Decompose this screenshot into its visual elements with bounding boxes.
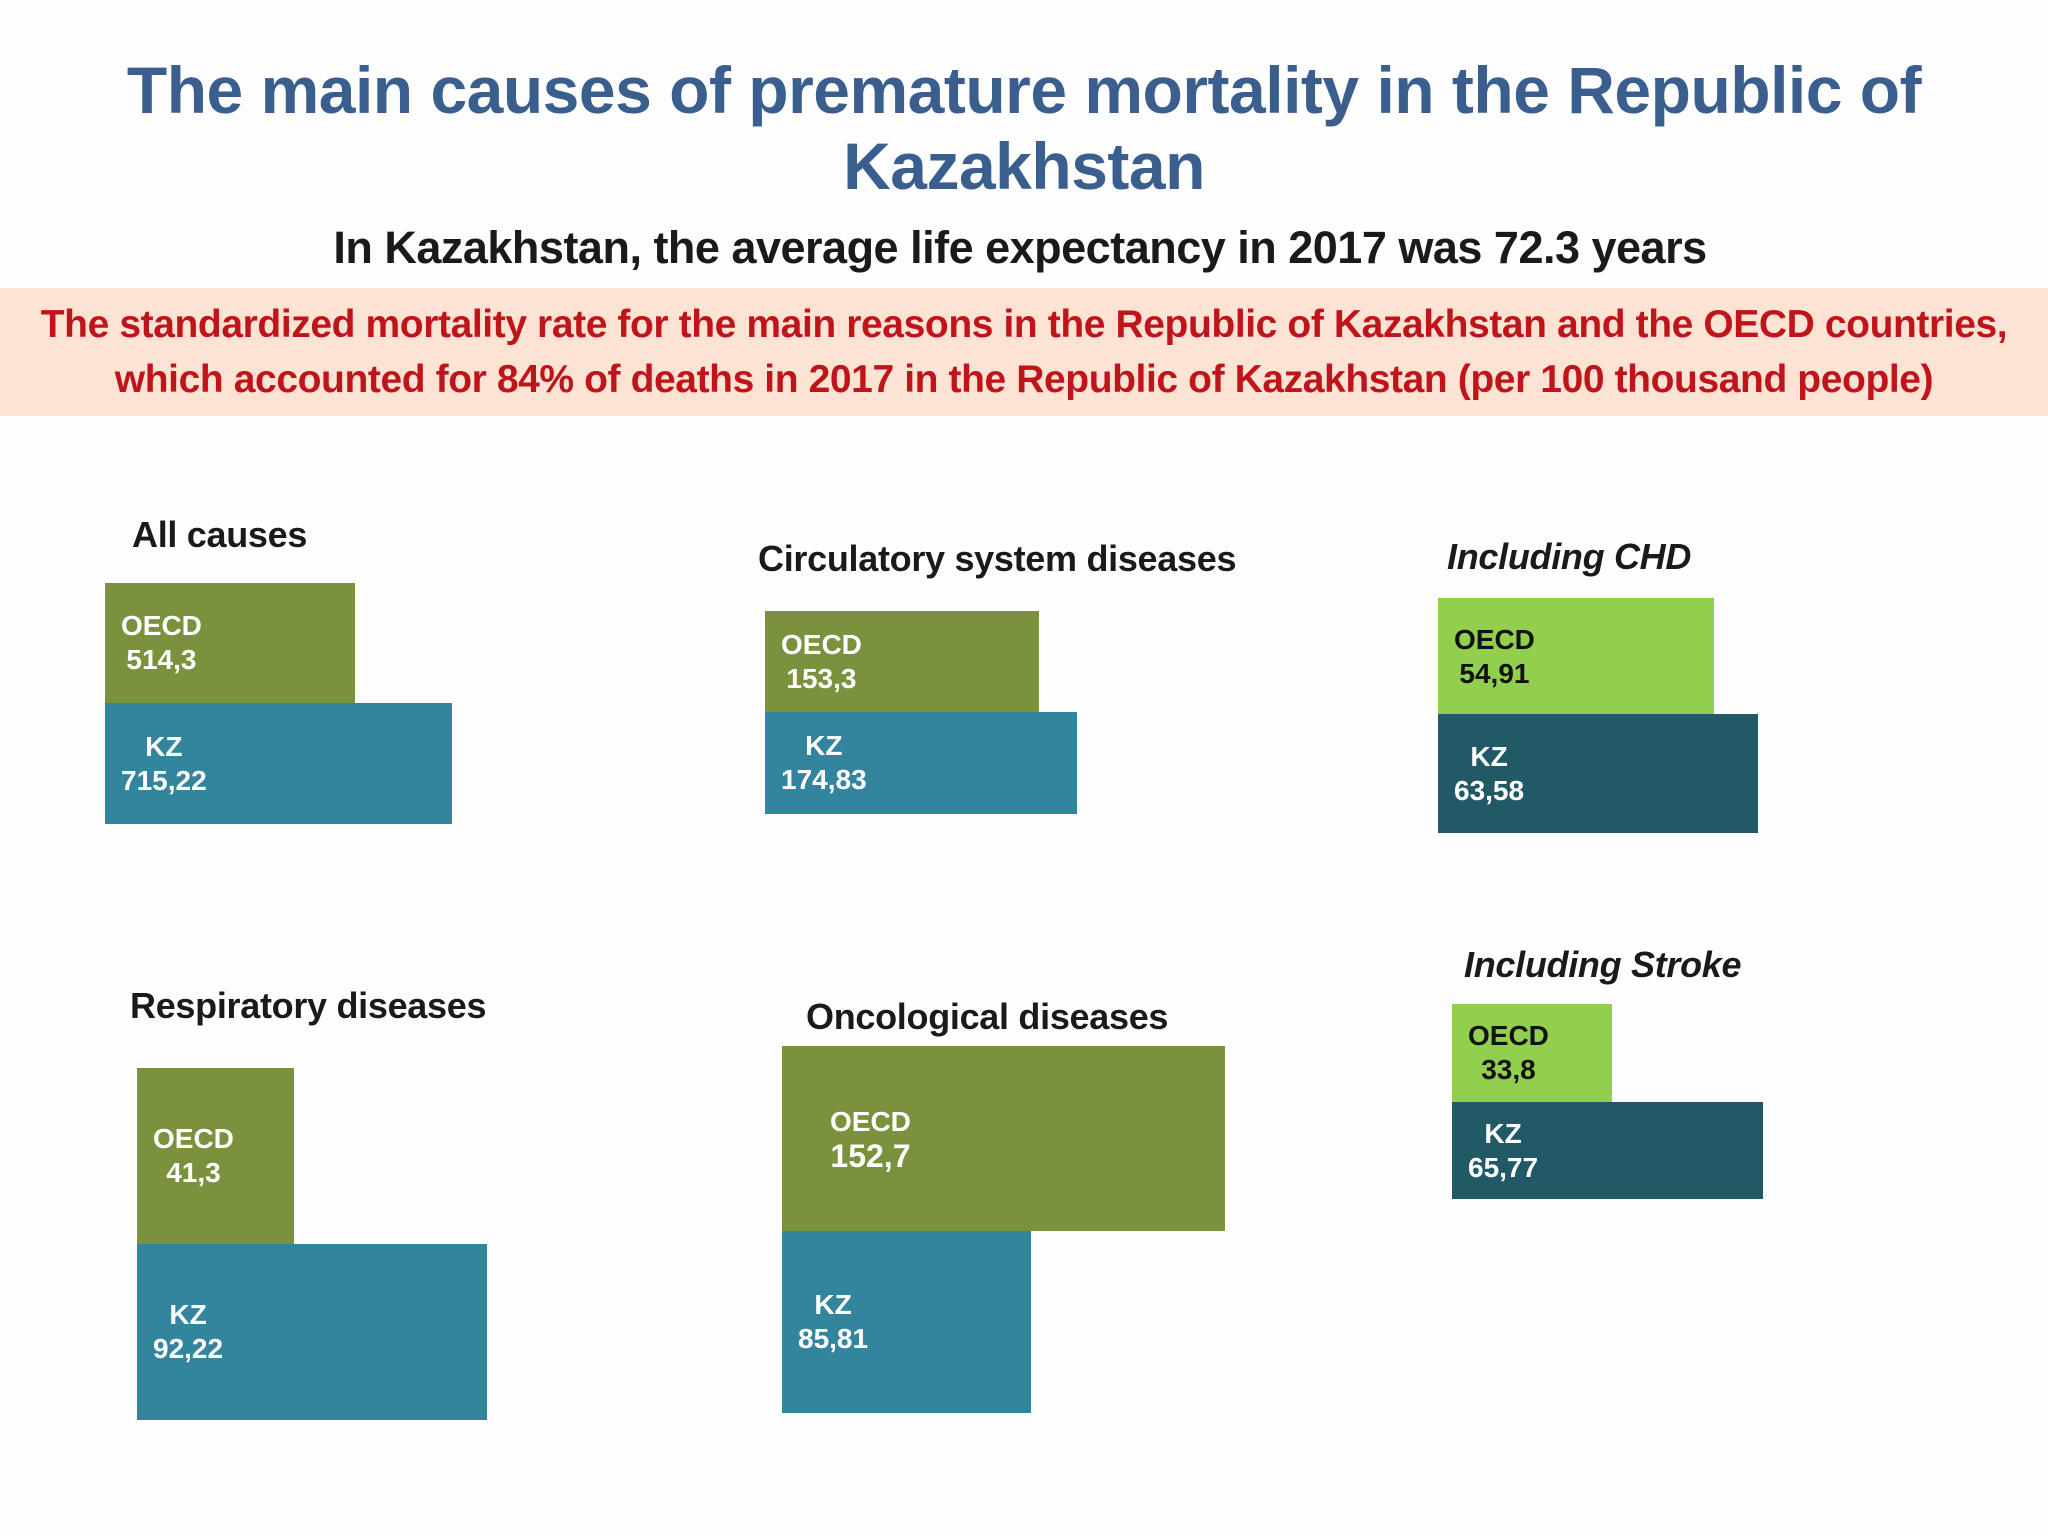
including-stroke-oecd-value: 33,8 bbox=[1481, 1054, 1536, 1085]
respiratory-kz-bar bbox=[137, 1244, 487, 1420]
circulatory-kz-series-name: KZ bbox=[805, 730, 843, 761]
circulatory-oecd-value: 153,3 bbox=[786, 662, 857, 694]
circulatory-kz-label: KZ 174,83 bbox=[781, 729, 867, 797]
oncological-kz-bar bbox=[782, 1231, 1031, 1413]
including-stroke-kz-series-name: KZ bbox=[1484, 1117, 1522, 1149]
banner-line-2: which accounted for 84% of deaths in 201… bbox=[114, 358, 1934, 401]
banner-line-1: The standardized mortality rate for the … bbox=[40, 303, 2008, 346]
all-causes-oecd-value: 514,3 bbox=[126, 644, 197, 675]
oncological-title: Oncological diseases bbox=[806, 996, 1169, 1037]
including-chd-oecd-label: OECD 54,91 bbox=[1454, 623, 1535, 691]
all-causes-title: All causes bbox=[132, 514, 308, 555]
including-chd-kz-value: 63,58 bbox=[1454, 774, 1525, 806]
page-title: The main causes of premature mortality i… bbox=[126, 53, 1922, 203]
all-causes-oecd-label: OECD 514,3 bbox=[121, 609, 202, 677]
circulatory-title: Circulatory system diseases bbox=[758, 538, 1237, 579]
all-causes-kz-label: KZ 715,22 bbox=[121, 730, 207, 798]
oncological-oecd-series-name: OECD bbox=[830, 1105, 911, 1137]
all-causes-oecd-series-name: OECD bbox=[121, 610, 202, 641]
including-chd-kz-bar bbox=[1438, 714, 1758, 833]
including-chd-oecd-value: 54,91 bbox=[1459, 658, 1530, 689]
all-causes-kz-series-name: KZ bbox=[145, 730, 183, 762]
including-stroke-kz-label: KZ 65,77 bbox=[1468, 1117, 1538, 1185]
including-chd-oecd-bar bbox=[1438, 598, 1714, 716]
including-chd-kz-label: KZ 63,58 bbox=[1454, 740, 1524, 808]
including-stroke-oecd-series-name: OECD bbox=[1468, 1020, 1549, 1051]
including-stroke-title: Including Stroke bbox=[1464, 944, 1742, 985]
respiratory-title: Respiratory diseases bbox=[130, 985, 487, 1026]
circulatory-oecd-series-name: OECD bbox=[781, 628, 862, 660]
respiratory-oecd-series-name: OECD bbox=[153, 1123, 234, 1154]
respiratory-oecd-value: 41,3 bbox=[166, 1157, 221, 1188]
including-stroke-oecd-bar bbox=[1452, 1004, 1612, 1102]
including-stroke-oecd-label: OECD 33,8 bbox=[1468, 1019, 1549, 1087]
including-chd-kz-series-name: KZ bbox=[1470, 740, 1508, 772]
mortality-rate-banner: The standardized mortality rate for the … bbox=[0, 288, 2048, 416]
circulatory-kz-value: 174,83 bbox=[781, 764, 867, 795]
all-causes-kz-bar bbox=[105, 703, 452, 824]
all-causes-kz-value: 715,22 bbox=[121, 764, 207, 796]
circulatory-kz-bar bbox=[765, 712, 1077, 814]
oncological-oecd-label: OECD 152,7 bbox=[830, 1105, 911, 1173]
oncological-kz-series-name: KZ bbox=[814, 1289, 852, 1320]
circulatory-oecd-label: OECD 153,3 bbox=[781, 628, 862, 696]
including-stroke-kz-value: 65,77 bbox=[1468, 1151, 1539, 1183]
respiratory-kz-series-name: KZ bbox=[169, 1299, 207, 1330]
including-stroke-kz-bar bbox=[1452, 1102, 1763, 1199]
respiratory-oecd-bar bbox=[137, 1068, 294, 1244]
life-expectancy-subtitle: In Kazakhstan, the average life expectan… bbox=[333, 222, 1707, 273]
respiratory-kz-label: KZ 92,22 bbox=[153, 1298, 223, 1366]
all-causes-oecd-bar bbox=[105, 583, 355, 703]
circulatory-oecd-bar bbox=[765, 611, 1039, 712]
oncological-oecd-value: 152,7 bbox=[830, 1137, 911, 1174]
respiratory-oecd-label: OECD 41,3 bbox=[153, 1122, 234, 1190]
including-chd-title: Including CHD bbox=[1447, 536, 1692, 577]
oncological-kz-label: KZ 85,81 bbox=[798, 1288, 868, 1356]
oncological-kz-value: 85,81 bbox=[798, 1323, 869, 1354]
respiratory-kz-value: 92,22 bbox=[153, 1333, 224, 1364]
oncological-oecd-bar bbox=[782, 1046, 1225, 1231]
including-chd-oecd-series-name: OECD bbox=[1454, 624, 1535, 655]
